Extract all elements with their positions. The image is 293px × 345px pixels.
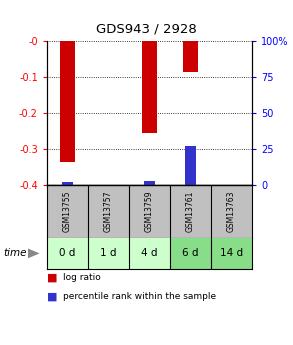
Text: ■: ■	[47, 292, 57, 302]
Text: GSM13757: GSM13757	[104, 191, 113, 232]
Text: GDS943 / 2928: GDS943 / 2928	[96, 22, 197, 36]
Text: 6 d: 6 d	[182, 248, 199, 258]
Bar	[211, 238, 252, 269]
Text: GSM13755: GSM13755	[63, 191, 72, 232]
Text: log ratio: log ratio	[63, 273, 101, 282]
Text: GSM13761: GSM13761	[186, 191, 195, 232]
Text: 14 d: 14 d	[220, 248, 243, 258]
Bar	[142, 41, 157, 133]
Bar	[129, 238, 170, 269]
Bar	[144, 181, 155, 185]
Text: 0 d: 0 d	[59, 248, 76, 258]
Text: time: time	[3, 248, 26, 258]
Text: GSM13759: GSM13759	[145, 191, 154, 232]
Polygon shape	[28, 248, 40, 258]
Bar	[62, 183, 73, 185]
Text: ■: ■	[47, 273, 57, 283]
Bar	[47, 238, 88, 269]
Bar	[88, 238, 129, 269]
Bar	[183, 41, 197, 72]
Text: 4 d: 4 d	[141, 248, 158, 258]
Text: GSM13763: GSM13763	[227, 191, 236, 232]
Bar	[185, 147, 196, 185]
Text: 1 d: 1 d	[100, 248, 117, 258]
Bar	[170, 238, 211, 269]
Text: percentile rank within the sample: percentile rank within the sample	[63, 292, 216, 301]
Bar	[60, 41, 74, 162]
